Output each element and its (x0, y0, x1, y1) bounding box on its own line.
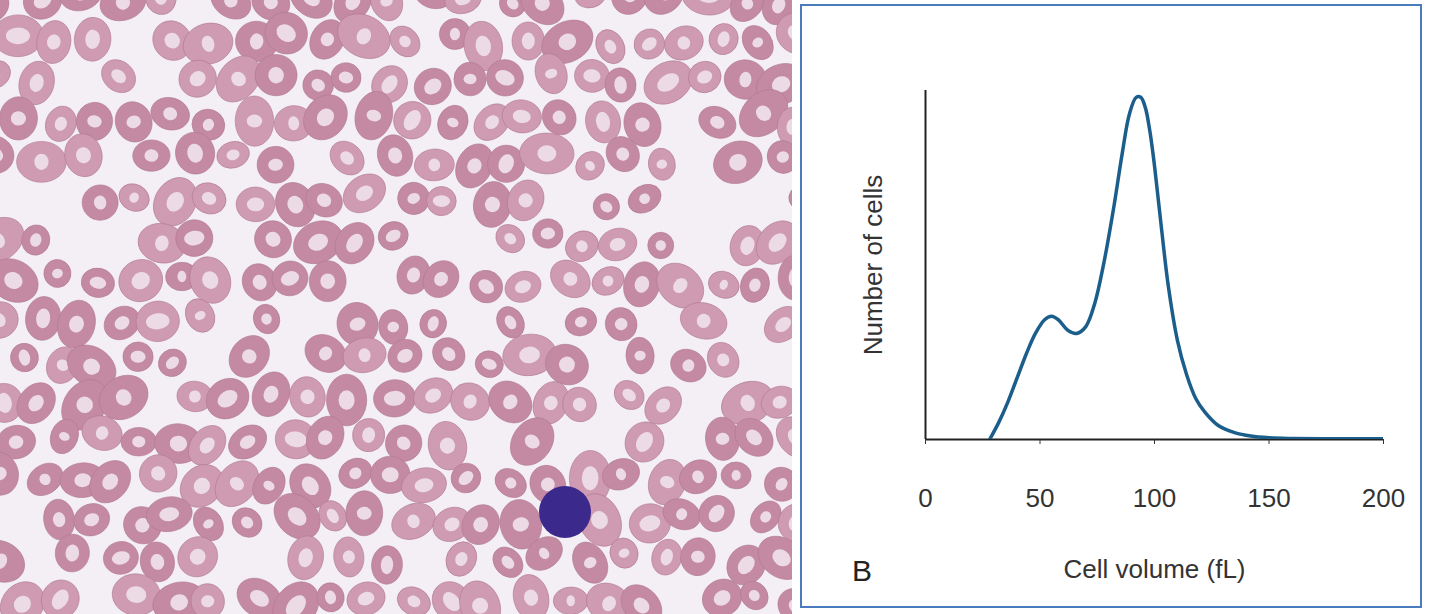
svg-text:Cell volume (fL): Cell volume (fL) (1063, 554, 1245, 584)
svg-text:0: 0 (918, 483, 932, 513)
html-text:B: B (852, 554, 872, 587)
svg-text:100: 100 (1133, 483, 1176, 513)
svg-text:Number of cells: Number of cells (858, 175, 888, 356)
svg-text:50: 50 (1026, 483, 1055, 513)
svg-text:150: 150 (1247, 483, 1290, 513)
svg-text:200: 200 (1362, 483, 1405, 513)
